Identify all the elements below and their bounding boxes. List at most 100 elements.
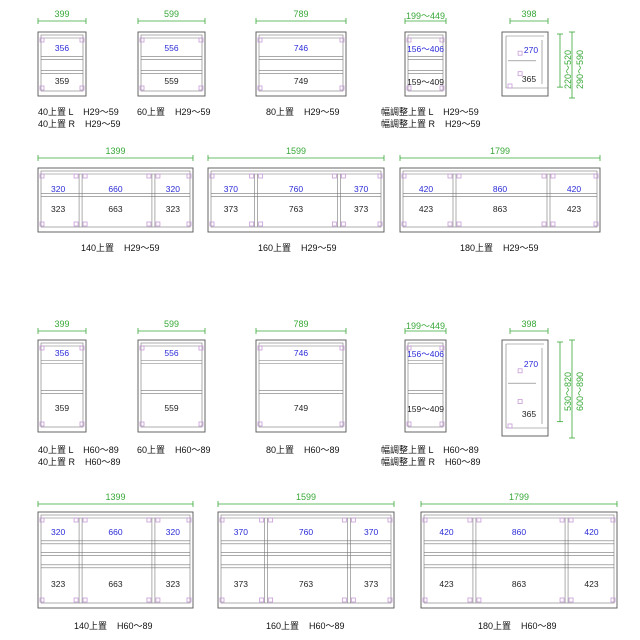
width-dimension-label: 398 bbox=[521, 9, 537, 19]
section-inner-width-value: 323 bbox=[51, 204, 66, 215]
hinge-mark bbox=[387, 597, 393, 603]
hinge-mark bbox=[39, 85, 45, 91]
model-caption: 幅調整上置 L H60〜89 bbox=[381, 445, 479, 455]
section-inner-width-value: 863 bbox=[492, 204, 508, 215]
section-inner-width-value: 323 bbox=[165, 204, 180, 215]
hinge-mark bbox=[568, 517, 574, 523]
cabinet-body bbox=[404, 31, 447, 97]
hinge-mark bbox=[268, 517, 274, 523]
hinge-mark bbox=[517, 71, 523, 77]
hinge-mark bbox=[39, 345, 45, 351]
hinge-mark bbox=[339, 85, 345, 91]
hinge-mark bbox=[79, 421, 85, 427]
hinge-mark bbox=[401, 173, 407, 179]
section-inner-width-value: 373 bbox=[233, 579, 248, 590]
height-range-label: 290〜590 bbox=[574, 49, 585, 89]
wide-cabinet-inner bbox=[40, 514, 191, 604]
hinge-mark bbox=[257, 85, 263, 91]
hinge-mark bbox=[476, 517, 482, 523]
hinge-mark bbox=[155, 173, 161, 179]
shelf-inner-width-value: 746 bbox=[293, 42, 309, 53]
hinge-mark bbox=[456, 221, 462, 227]
wide-cabinet-body bbox=[207, 167, 385, 233]
cabinet-body bbox=[37, 31, 87, 97]
hinge-mark bbox=[467, 517, 473, 523]
cabinet-body bbox=[404, 339, 447, 433]
hinge-mark bbox=[377, 173, 383, 179]
hinge-mark bbox=[350, 597, 356, 603]
section-shelf-width-value: 320 bbox=[165, 184, 180, 194]
cabinet-inner bbox=[140, 34, 203, 92]
section-shelf-width-value: 320 bbox=[51, 527, 66, 538]
hinge-mark bbox=[439, 37, 445, 43]
section-inner-width-value: 323 bbox=[165, 579, 180, 590]
hinge-mark bbox=[340, 173, 346, 179]
hinge-mark bbox=[39, 221, 45, 227]
hinge-mark bbox=[350, 517, 356, 523]
hinge-mark bbox=[406, 345, 412, 351]
hinge-mark bbox=[73, 597, 79, 603]
hinge-mark bbox=[447, 173, 453, 179]
hinge-mark bbox=[456, 173, 462, 179]
hinge-mark bbox=[406, 421, 412, 427]
hinge-mark bbox=[39, 421, 45, 427]
section-inner-width-value: 763 bbox=[288, 204, 304, 215]
hinge-mark bbox=[82, 517, 88, 523]
hinge-mark bbox=[39, 173, 45, 179]
section-shelf-width-value: 760 bbox=[298, 527, 314, 538]
hinge-mark bbox=[258, 221, 264, 227]
width-dimension-label: 1399 bbox=[105, 492, 126, 502]
hinge-mark bbox=[82, 221, 88, 227]
side-cabinet-depth-value: 365 bbox=[521, 74, 537, 85]
hinge-mark bbox=[517, 50, 523, 56]
cabinet-inner bbox=[140, 342, 203, 428]
model-caption: 40上置 L H29〜59 bbox=[38, 107, 119, 117]
cabinet-inner-width-value: 159〜409 bbox=[407, 403, 444, 414]
shelf-inner-width-value: 556 bbox=[164, 42, 179, 53]
hinge-mark bbox=[439, 421, 445, 427]
model-caption: 幅調整上置 R H60〜89 bbox=[381, 457, 481, 467]
hinge-mark bbox=[268, 597, 274, 603]
section-shelf-width-value: 860 bbox=[511, 527, 527, 538]
hinge-mark bbox=[541, 221, 547, 227]
model-caption: 180上置 H60〜89 bbox=[478, 621, 557, 631]
section-shelf-width-value: 660 bbox=[108, 184, 123, 194]
side-view-body bbox=[501, 31, 549, 97]
hinge-mark bbox=[467, 597, 473, 603]
cabinet-inner bbox=[407, 34, 444, 92]
hinge-mark bbox=[146, 597, 152, 603]
hinge-mark bbox=[439, 85, 445, 91]
model-caption: 60上置 H60〜89 bbox=[137, 445, 211, 455]
hinge-mark bbox=[82, 597, 88, 603]
section-shelf-width-value: 370 bbox=[233, 527, 248, 538]
hinge-mark bbox=[593, 221, 599, 227]
section-inner-width-value: 373 bbox=[354, 204, 369, 215]
cabinet-inner bbox=[258, 342, 344, 428]
shelf-inner-width-value: 356 bbox=[54, 348, 70, 359]
section-inner-width-value: 423 bbox=[418, 204, 434, 215]
wide-cabinet-body bbox=[420, 511, 618, 609]
model-caption: 幅調整上置 R H29〜59 bbox=[381, 119, 481, 129]
cabinet-inner-width-value: 749 bbox=[293, 76, 309, 87]
hinge-mark bbox=[186, 517, 192, 523]
hinge-mark bbox=[610, 517, 616, 523]
hinge-mark bbox=[146, 221, 152, 227]
shelf-inner-width-value: 156〜406 bbox=[407, 43, 444, 54]
hinge-mark bbox=[209, 173, 215, 179]
model-caption: 80上置 H29〜59 bbox=[266, 107, 340, 117]
hinge-mark bbox=[146, 173, 152, 179]
wide-cabinet-inner bbox=[220, 514, 392, 604]
model-caption: 40上置 L H60〜89 bbox=[38, 445, 119, 455]
shelf-inner-width-value: 746 bbox=[293, 348, 309, 359]
hinge-mark bbox=[550, 221, 556, 227]
hinge-mark bbox=[340, 221, 346, 227]
hinge-mark bbox=[219, 517, 225, 523]
cabinet-body bbox=[255, 339, 347, 433]
cabinet-inner-width-value: 559 bbox=[164, 76, 179, 87]
hinge-mark bbox=[198, 345, 204, 351]
hinge-mark bbox=[257, 345, 263, 351]
section-shelf-width-value: 370 bbox=[364, 527, 379, 538]
cabinet-body bbox=[37, 339, 87, 433]
wide-cabinet-inner bbox=[40, 170, 191, 228]
